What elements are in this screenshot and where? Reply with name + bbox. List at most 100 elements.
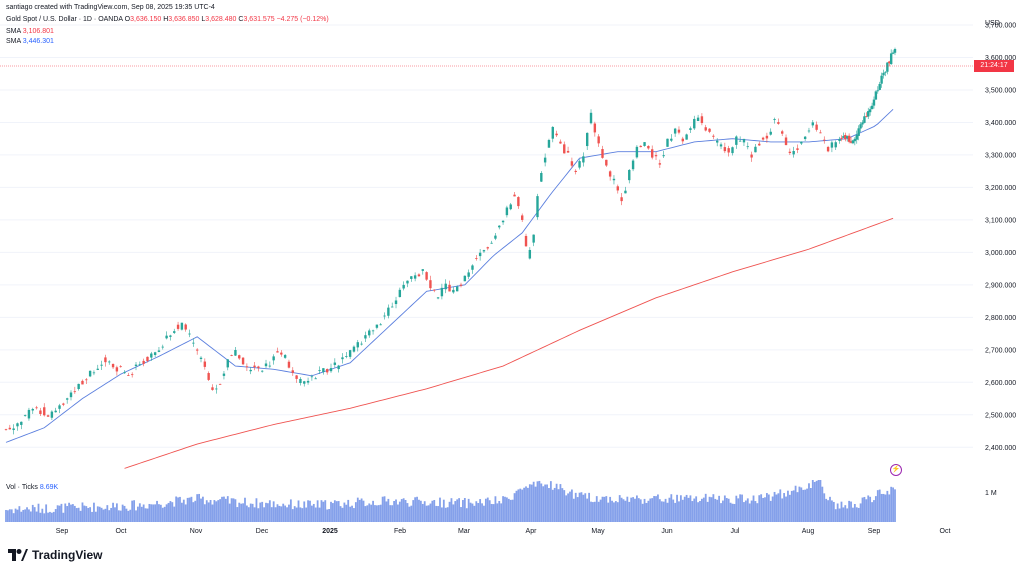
candle-body xyxy=(85,379,88,381)
sma200-legend[interactable]: SMA 3,106.801 xyxy=(6,28,54,35)
candle-body xyxy=(884,71,887,73)
volume-bar xyxy=(100,507,103,522)
volume-bar xyxy=(144,508,147,522)
volume-bar xyxy=(418,499,420,522)
volume-bar xyxy=(104,508,107,522)
volume-bar xyxy=(616,502,619,522)
volume-bar xyxy=(792,490,795,522)
tradingview-logo-text: TradingView xyxy=(32,548,103,562)
candle-body xyxy=(532,234,535,243)
volume-bar xyxy=(496,503,499,522)
grid xyxy=(0,24,973,448)
tradingview-logo[interactable]: TradingView xyxy=(8,548,102,562)
volume-bar xyxy=(238,502,241,522)
volume-bar xyxy=(796,492,799,522)
candle-body xyxy=(888,61,891,64)
volume-bar xyxy=(247,507,250,522)
volume-bar xyxy=(297,500,300,522)
volume-bar xyxy=(257,508,260,522)
event-lightning-icon[interactable]: ⚡ xyxy=(890,464,902,476)
volume-bar xyxy=(268,500,271,522)
candle-body xyxy=(547,140,551,148)
x-tick-label: May xyxy=(591,528,605,535)
symbol-ohlc-row: Gold Spot / U.S. Dollar · 1D · OANDA O3,… xyxy=(6,16,329,23)
candle-body xyxy=(849,141,853,143)
volume-legend[interactable]: Vol · Ticks 8.69K xyxy=(6,484,58,491)
volume-bar xyxy=(125,508,128,522)
volume-bar xyxy=(481,503,483,522)
candle-body xyxy=(719,144,723,147)
candle-body xyxy=(165,335,168,339)
volume-bar xyxy=(647,500,650,522)
y-tick-label: 3,300.000 xyxy=(985,152,1016,159)
volume-bar xyxy=(91,511,93,522)
volume-bar xyxy=(511,499,514,522)
sma50-legend[interactable]: SMA 3,446.301 xyxy=(6,38,54,45)
candle-body xyxy=(689,128,692,130)
volume-bar xyxy=(532,481,535,522)
volume-bar xyxy=(106,505,109,522)
volume-bar xyxy=(282,503,285,522)
volume-bar xyxy=(404,500,407,522)
tradingview-logo-icon xyxy=(8,549,28,561)
volume-bar xyxy=(525,486,527,522)
volume-bar xyxy=(802,489,805,522)
volume-bar xyxy=(444,507,447,522)
volume-bar xyxy=(28,509,30,522)
candle-body xyxy=(844,134,847,140)
candle-body xyxy=(23,415,27,416)
candle-body xyxy=(310,376,314,378)
candle-body xyxy=(230,355,233,356)
volume-bar xyxy=(70,504,72,522)
volume-bar xyxy=(618,495,621,522)
volume-bar xyxy=(339,506,342,522)
candle-body xyxy=(872,99,876,106)
candle-body xyxy=(578,161,581,168)
symbol-title[interactable]: Gold Spot / U.S. Dollar · 1D · OANDA xyxy=(6,16,123,23)
volume-bar xyxy=(408,506,411,522)
candle-body xyxy=(851,140,855,144)
candle-body xyxy=(16,423,19,427)
volume-bar xyxy=(182,499,185,522)
volume-bar xyxy=(603,496,606,522)
volume-bar xyxy=(234,499,237,522)
volume-bar xyxy=(658,499,661,522)
candle-body xyxy=(413,275,417,279)
volume-bar xyxy=(131,500,134,522)
volume-bar xyxy=(637,498,640,522)
volume-bar xyxy=(559,484,562,522)
candle-body xyxy=(108,361,111,363)
volume-bar xyxy=(435,505,438,522)
volume-bar xyxy=(22,509,25,522)
candle-body xyxy=(863,116,866,123)
volume-bar xyxy=(24,509,27,522)
volume-bar xyxy=(498,500,501,522)
volume-bar xyxy=(894,489,896,522)
volume-bar xyxy=(213,500,216,522)
volume-bar xyxy=(704,493,707,522)
y-tick-label: 3,700.000 xyxy=(985,22,1016,29)
volume-bar xyxy=(400,499,403,522)
volume-bar xyxy=(624,500,627,522)
ohlc-close: 3,631.575 xyxy=(243,16,275,23)
volume-bar xyxy=(632,497,634,522)
candle-body xyxy=(345,356,348,357)
candle-body xyxy=(853,138,857,142)
volume-bar xyxy=(368,503,371,522)
volume-bar xyxy=(744,500,747,522)
candle-body xyxy=(287,361,291,368)
candle-body xyxy=(111,363,115,368)
volume-bar xyxy=(773,491,776,522)
volume-bar xyxy=(689,495,692,522)
candle-body xyxy=(811,122,814,126)
volume-bar xyxy=(746,498,749,522)
volume-bar xyxy=(433,499,436,522)
candle-body xyxy=(436,297,440,299)
volume-bar xyxy=(664,498,667,522)
ohlc-open: 3,636.150 xyxy=(130,16,162,23)
volume-bar xyxy=(343,502,346,522)
volume-bar xyxy=(39,512,42,522)
candle-body xyxy=(421,269,424,271)
candle-body xyxy=(96,368,99,370)
